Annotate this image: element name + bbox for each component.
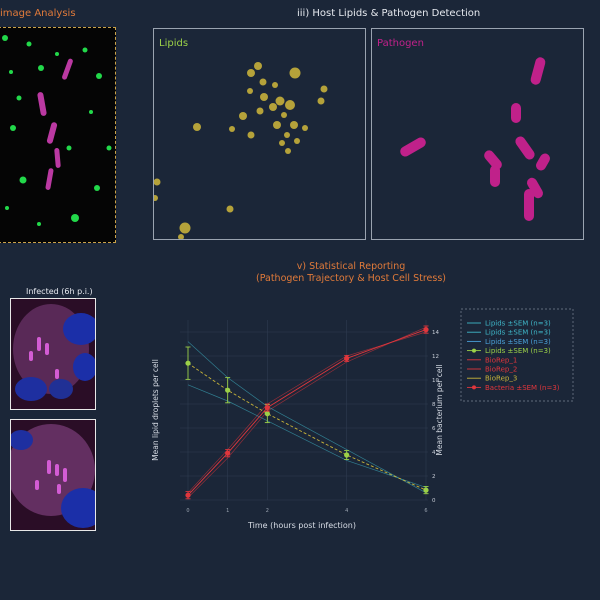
data-point bbox=[225, 450, 231, 456]
x-tick-label: 6 bbox=[424, 508, 427, 514]
y-axis-right-label: Mean bacterium per cell bbox=[435, 364, 444, 455]
series-line bbox=[187, 329, 427, 496]
legend-label: Lipids ±SEM (n=3) bbox=[485, 338, 551, 346]
replicate-lines bbox=[187, 326, 427, 498]
legend-label: BioRep_1 bbox=[485, 356, 517, 364]
y-right-tick-label: 10 bbox=[432, 378, 439, 384]
chart-grid bbox=[180, 320, 428, 501]
data-point bbox=[423, 327, 429, 333]
pathogen-panel-label: Pathogen bbox=[377, 38, 424, 49]
legend-label: Lipids ±SEM (n=3) bbox=[485, 320, 551, 328]
legend-swatch-marker bbox=[472, 385, 476, 390]
micrograph-main bbox=[0, 27, 116, 243]
series-layer bbox=[185, 325, 429, 500]
x-axis-label: Time (hours post infection) bbox=[247, 521, 356, 530]
y-right-tick-label: 14 bbox=[432, 330, 439, 336]
image-analysis-title: image Analysis bbox=[0, 8, 76, 19]
data-point bbox=[423, 487, 429, 493]
micrograph-infected-1 bbox=[10, 298, 96, 410]
x-tick-label: 4 bbox=[345, 508, 348, 514]
data-point bbox=[185, 360, 191, 366]
data-point bbox=[344, 355, 350, 361]
replicate-line bbox=[187, 326, 427, 498]
y-axis-left-label: Mean lipid droplets per cell bbox=[151, 359, 160, 461]
x-tick-label: 1 bbox=[226, 508, 229, 514]
series-line bbox=[187, 362, 427, 491]
data-point bbox=[344, 452, 350, 458]
replicate-line bbox=[187, 384, 427, 488]
data-point bbox=[225, 387, 231, 393]
chart-legend: Lipids ±SEM (n=3)Lipids ±SEM (n=3)Lipids… bbox=[460, 308, 574, 402]
y-right-tick-label: 0 bbox=[432, 498, 436, 504]
x-tick-label: 0 bbox=[186, 508, 189, 514]
stats-title-line1: v) Statistical Reporting bbox=[296, 261, 406, 272]
legend-box bbox=[460, 308, 574, 402]
stats-title-line2: (Pathogen Trajectory & Host Cell Stress) bbox=[256, 273, 446, 284]
y-right-tick-label: 6 bbox=[432, 426, 436, 432]
host-lipids-title: iii) Host Lipids & Pathogen Detection bbox=[297, 8, 481, 19]
y-right-tick-label: 12 bbox=[432, 354, 439, 360]
legend-swatch-marker bbox=[472, 348, 476, 353]
legend-label: Bacteria ±SEM (n=3) bbox=[485, 384, 560, 392]
micrograph-infected-2 bbox=[10, 419, 96, 531]
infected-label: Infected (6h p.i.) bbox=[26, 287, 93, 296]
stats-title: v) Statistical Reporting (Pathogen Traje… bbox=[151, 261, 551, 285]
y-right-tick-label: 8 bbox=[432, 402, 436, 408]
data-point bbox=[264, 405, 270, 411]
legend-label: Lipids ±SEM (n=3) bbox=[485, 329, 551, 337]
pathogen-panel: Pathogen bbox=[371, 28, 584, 240]
legend-label: BioRep_3 bbox=[485, 375, 517, 383]
x-tick-label: 2 bbox=[266, 508, 269, 514]
y-right-tick-label: 4 bbox=[432, 450, 436, 456]
legend-label: Lipids ±SEM (n=3) bbox=[485, 347, 551, 355]
lipids-panel: Lipids bbox=[153, 28, 366, 240]
data-point bbox=[185, 492, 191, 498]
y-right-tick-label: 2 bbox=[432, 474, 436, 480]
data-point bbox=[264, 411, 270, 417]
legend-label: BioRep_2 bbox=[485, 366, 517, 374]
replicate-line bbox=[187, 341, 427, 494]
lipids-panel-label: Lipids bbox=[159, 38, 189, 49]
